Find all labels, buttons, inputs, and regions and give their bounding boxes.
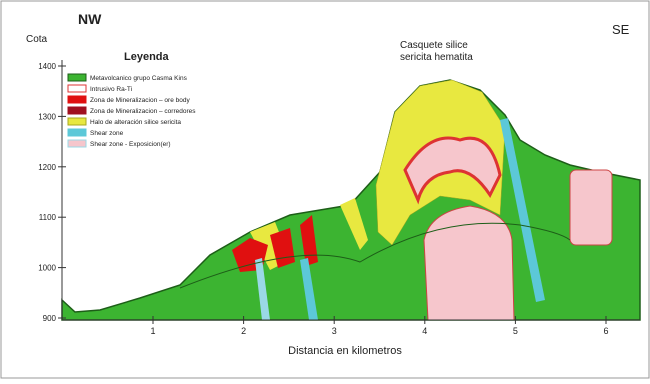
x-tick-label: 1 — [150, 326, 155, 336]
legend-label: Halo de alteración silice sericita — [90, 119, 181, 126]
se-label: SE — [612, 22, 630, 37]
legend-swatch — [68, 96, 86, 103]
y-tick-label: 1400 — [38, 62, 56, 71]
y-tick-label: 1100 — [39, 213, 57, 222]
y-tick-label: 1300 — [38, 112, 56, 121]
legend-label: Shear zone - Exposicion(er) — [90, 141, 171, 148]
cross-section: 1400 1300 1200 1100 1000 900 1 2 3 4 5 6 NW SE Cota… — [0, 0, 650, 379]
legend-label: Intrusivo Ra-Ti — [90, 86, 132, 93]
intrusive-block — [570, 170, 612, 245]
x-axis-title: Distancia en kilometros — [288, 345, 402, 357]
x-tick-label: 4 — [422, 326, 427, 336]
y-axis-title: Cota — [26, 34, 48, 45]
y-tick-label: 900 — [43, 314, 57, 323]
y-tick-label: 1000 — [38, 264, 56, 273]
annotation: sericita hematita — [400, 52, 473, 63]
legend-label: Metavolcanico grupo Casma Kins — [90, 75, 188, 82]
y-tick-label: 1200 — [38, 163, 56, 172]
legend-label: Zona de Mineralizacion – corredores — [90, 108, 196, 115]
x-tick-label: 3 — [332, 326, 337, 336]
legend-swatch — [68, 85, 86, 92]
legend-label: Shear zone — [90, 130, 124, 137]
x-tick-label: 2 — [241, 326, 246, 336]
legend-swatch — [68, 129, 86, 136]
legend-swatch — [68, 118, 86, 125]
legend-swatch — [68, 74, 86, 81]
legend-label: Zona de Mineralizacion – ore body — [90, 97, 190, 104]
x-tick-label: 6 — [603, 326, 608, 336]
nw-label: NW — [78, 11, 102, 27]
legend-title: Leyenda — [124, 51, 170, 63]
legend-swatch — [68, 140, 86, 147]
annotation: Casquete silice — [400, 40, 468, 51]
legend-swatch — [68, 107, 86, 114]
x-tick-label: 5 — [513, 326, 518, 336]
